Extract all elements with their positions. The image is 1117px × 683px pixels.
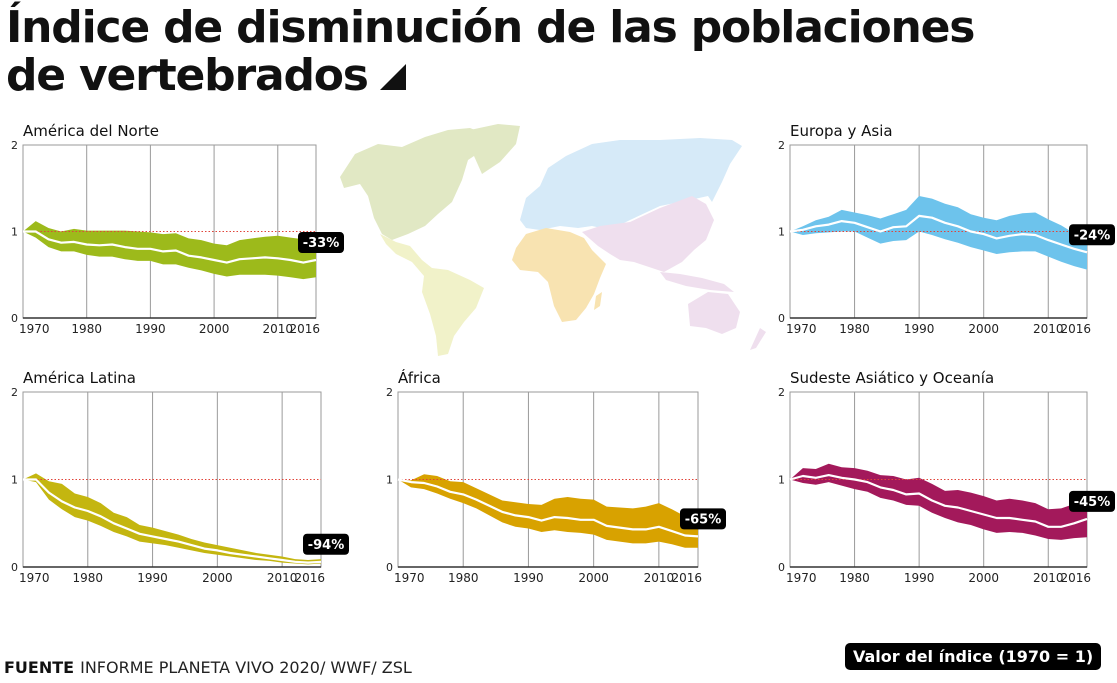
- x-tick-label: 2010: [1033, 571, 1064, 585]
- x-tick-label: 1990: [513, 571, 544, 585]
- map-region-madagascar: [594, 292, 602, 310]
- index-legend-badge: Valor del índice (1970 = 1): [845, 643, 1102, 670]
- x-tick-label: 2000: [968, 322, 999, 336]
- map-region-europe-asia: [520, 138, 742, 230]
- y-tick-label: 0: [778, 312, 785, 325]
- map-region-se-asia: [582, 196, 714, 272]
- source-text: INFORME PLANETA VIVO 2020/ WWF/ ZSL: [80, 658, 412, 677]
- x-tick-label: 2000: [199, 322, 230, 336]
- y-tick-label: 2: [11, 139, 18, 152]
- change-badge-label: -94%: [308, 538, 345, 553]
- change-badge-label: -45%: [1074, 495, 1111, 510]
- change-badge: [680, 508, 726, 530]
- chart-title: América del Norte: [23, 122, 159, 140]
- x-tick-label: 1980: [448, 571, 479, 585]
- y-tick-label: 1: [386, 474, 393, 487]
- chart-title: África: [398, 368, 441, 387]
- x-tick-label: 2000: [968, 571, 999, 585]
- change-badge-label: -33%: [303, 236, 340, 251]
- x-tick-label: 2016: [1060, 571, 1091, 585]
- x-tick-label: 1980: [839, 571, 870, 585]
- y-tick-label: 0: [11, 561, 18, 574]
- chart-panel: América del Norte 0 1 2 1970 1980 1990 2000 2010…: [11, 122, 344, 336]
- y-tick-label: 1: [11, 474, 18, 487]
- x-tick-label: 1980: [839, 322, 870, 336]
- x-tick-label: 2000: [578, 571, 609, 585]
- confidence-band: [23, 473, 321, 565]
- y-tick-label: 0: [778, 561, 785, 574]
- map-region-north-america: [340, 128, 490, 240]
- y-tick-label: 1: [778, 474, 785, 487]
- index-line: [23, 478, 322, 564]
- title-line-2: de vertebrados: [6, 50, 369, 101]
- title-line-1: Índice de disminución de las poblaciones: [6, 2, 975, 53]
- x-tick-label: 1980: [73, 571, 104, 585]
- change-badge-label: -65%: [685, 512, 722, 527]
- change-badge: [298, 232, 344, 254]
- chart-panel: Europa y Asia 0 1 2 1970 1980 1990 2000 20102016…: [778, 122, 1115, 336]
- x-tick-label: 1980: [71, 322, 102, 336]
- map-region-indonesia: [660, 272, 734, 292]
- chart-panel: América Latina 0 1 2 1970 1980 1990 2000 2010201…: [11, 369, 349, 585]
- x-tick-label: 1990: [904, 322, 935, 336]
- index-line: [23, 230, 317, 264]
- change-badge-label: -24%: [1074, 228, 1111, 243]
- x-tick-label: 2010: [644, 571, 675, 585]
- x-tick-label: 2010: [1033, 322, 1064, 336]
- y-tick-label: 0: [386, 561, 393, 574]
- chart-panel: Sudeste Asiático y Oceanía 0 1 2 1970 1980 199…: [778, 369, 1115, 585]
- index-line: [397, 478, 699, 538]
- y-tick-label: 0: [11, 312, 18, 325]
- x-tick-label: 2016: [289, 322, 320, 336]
- x-tick-label: 1990: [904, 571, 935, 585]
- chart-title: América Latina: [23, 369, 136, 387]
- y-tick-label: 2: [11, 386, 18, 399]
- x-tick-label: 2016: [294, 571, 325, 585]
- confidence-band: [790, 463, 1087, 540]
- change-badge: [303, 533, 349, 555]
- x-tick-label: 1970: [394, 571, 425, 585]
- x-tick-label: 1970: [786, 571, 817, 585]
- x-tick-label: 1970: [786, 322, 817, 336]
- x-tick-label: 2010: [267, 571, 298, 585]
- change-badge: [1069, 490, 1115, 512]
- x-tick-label: 2000: [202, 571, 233, 585]
- map-region-oceania: [688, 292, 740, 334]
- confidence-band: [398, 474, 698, 548]
- x-tick-label: 1990: [137, 571, 168, 585]
- source-note: FUENTE INFORME PLANETA VIVO 2020/ WWF/ ZS…: [4, 658, 412, 677]
- index-line: [789, 214, 1088, 254]
- map-region-greenland: [470, 124, 520, 174]
- x-tick-label: 1970: [19, 322, 50, 336]
- chart-title: Europa y Asia: [790, 122, 893, 140]
- confidence-band: [790, 196, 1087, 270]
- map-region-latin-america: [380, 234, 484, 356]
- y-tick-label: 1: [778, 226, 785, 239]
- source-label: FUENTE: [4, 658, 75, 677]
- world-map: [340, 124, 766, 356]
- x-tick-label: 2016: [1060, 322, 1091, 336]
- x-tick-label: 1990: [135, 322, 166, 336]
- triangle-corner-icon: [379, 64, 406, 90]
- map-region-africa: [512, 228, 606, 322]
- page-title: Índice de disminución de las poblaciones…: [6, 2, 975, 101]
- index-line: [789, 474, 1088, 528]
- y-tick-label: 2: [386, 386, 393, 399]
- x-tick-label: 2016: [671, 571, 702, 585]
- y-tick-label: 2: [778, 386, 785, 399]
- x-tick-label: 1970: [19, 571, 50, 585]
- map-region-new-zealand: [750, 328, 766, 350]
- y-tick-label: 1: [11, 226, 18, 239]
- x-tick-label: 2010: [263, 322, 294, 336]
- change-badge: [1069, 224, 1115, 246]
- chart-title: Sudeste Asiático y Oceanía: [790, 369, 994, 387]
- y-tick-label: 2: [778, 139, 785, 152]
